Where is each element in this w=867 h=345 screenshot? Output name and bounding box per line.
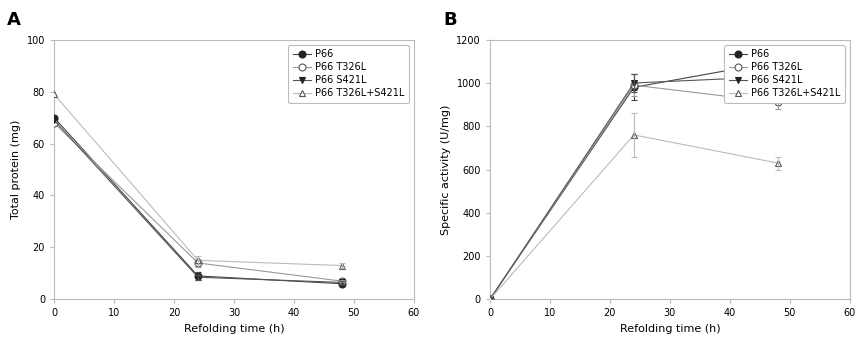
Line: P66 T326L: P66 T326L bbox=[50, 119, 345, 285]
Line: P66 S421L: P66 S421L bbox=[50, 117, 345, 286]
Y-axis label: Total protein (mg): Total protein (mg) bbox=[11, 120, 21, 219]
P66 bbox=[192, 274, 203, 278]
P66 bbox=[485, 297, 495, 302]
P66 S421L bbox=[485, 297, 495, 302]
P66 S421L bbox=[772, 75, 783, 79]
P66 T326L bbox=[49, 121, 59, 125]
P66 bbox=[772, 59, 783, 63]
Line: P66 S421L: P66 S421L bbox=[486, 73, 781, 303]
Text: A: A bbox=[7, 11, 21, 29]
P66 T326L+S421L bbox=[192, 258, 203, 263]
Y-axis label: Specific activity (U/mg): Specific activity (U/mg) bbox=[440, 104, 451, 235]
P66 bbox=[629, 85, 639, 89]
P66 S421L bbox=[49, 118, 59, 122]
Text: B: B bbox=[443, 11, 457, 29]
X-axis label: Refolding time (h): Refolding time (h) bbox=[184, 324, 284, 334]
P66 S421L bbox=[192, 275, 203, 279]
Line: P66: P66 bbox=[486, 58, 781, 303]
P66 T326L+S421L bbox=[336, 264, 347, 268]
P66 T326L bbox=[485, 297, 495, 302]
P66 T326L bbox=[629, 83, 639, 87]
Line: P66 T326L: P66 T326L bbox=[486, 82, 781, 303]
P66 S421L bbox=[629, 81, 639, 85]
P66 T326L+S421L bbox=[629, 133, 639, 137]
Line: P66 T326L+S421L: P66 T326L+S421L bbox=[50, 91, 345, 269]
P66 bbox=[49, 116, 59, 120]
P66 T326L bbox=[192, 261, 203, 265]
Line: P66: P66 bbox=[50, 114, 345, 287]
P66 T326L+S421L bbox=[485, 297, 495, 302]
X-axis label: Refolding time (h): Refolding time (h) bbox=[620, 324, 720, 334]
P66 T326L bbox=[772, 100, 783, 105]
P66 S421L bbox=[336, 280, 347, 285]
Legend: P66, P66 T326L, P66 S421L, P66 T326L+S421L: P66, P66 T326L, P66 S421L, P66 T326L+S42… bbox=[725, 45, 845, 103]
P66 bbox=[336, 282, 347, 286]
P66 T326L+S421L bbox=[772, 161, 783, 165]
P66 T326L+S421L bbox=[49, 92, 59, 96]
Legend: P66, P66 T326L, P66 S421L, P66 T326L+S421L: P66, P66 T326L, P66 S421L, P66 T326L+S42… bbox=[289, 45, 409, 103]
Line: P66 T326L+S421L: P66 T326L+S421L bbox=[486, 131, 781, 303]
P66 T326L bbox=[336, 279, 347, 283]
